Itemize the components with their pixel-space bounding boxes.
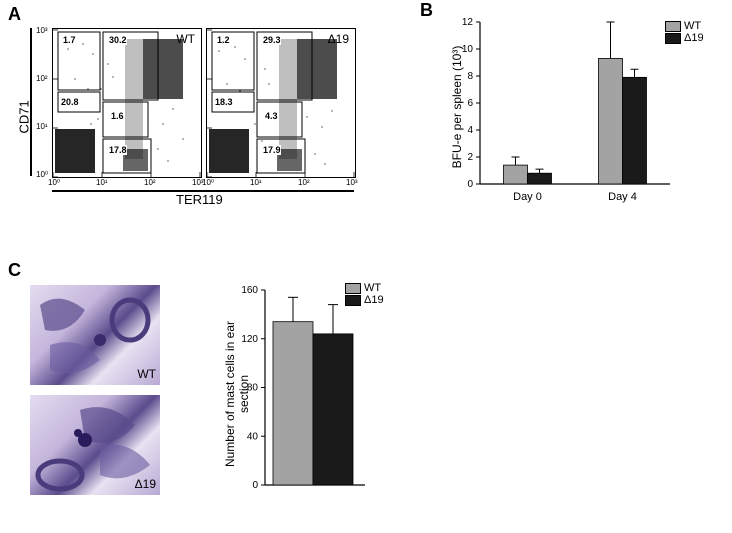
legend-item-d19: Δ19 — [665, 32, 704, 44]
panel-a-label: A — [8, 4, 21, 25]
gate-label: 17.9 — [263, 145, 281, 155]
gate-label: 4.3 — [265, 111, 278, 121]
legend-label: WT — [364, 282, 381, 294]
legend-item-wt: WT — [665, 20, 704, 32]
histology-label-wt: WT — [137, 367, 156, 381]
tick: 10¹ — [250, 178, 262, 187]
legend-item-wt: WT — [345, 282, 384, 294]
panel-a-x-axis: TER119 — [176, 192, 223, 207]
gate-label: 1.6 — [111, 111, 124, 121]
gate-label: 30.2 — [109, 35, 127, 45]
svg-text:8: 8 — [467, 71, 473, 82]
legend-label: Δ19 — [684, 32, 704, 44]
panel-c-y-axis: Number of mast cells in ear section — [223, 304, 251, 484]
panel-b-label: B — [420, 0, 433, 21]
gate-label: 17.8 — [109, 145, 127, 155]
panel-c-label: C — [8, 260, 21, 281]
tick: 10⁰ — [202, 178, 214, 187]
plot-title-wt: WT — [176, 32, 195, 46]
tick: 10⁰ — [48, 178, 60, 187]
legend-label: Δ19 — [364, 294, 384, 306]
axis-line — [52, 190, 354, 192]
svg-text:4: 4 — [467, 125, 473, 136]
tick: 10¹ — [96, 178, 108, 187]
legend-label: WT — [684, 20, 701, 32]
svg-text:Day 0: Day 0 — [513, 191, 542, 203]
gate-label: 18.3 — [215, 97, 233, 107]
gate-label: 1.7 — [63, 35, 76, 45]
axis-line — [30, 28, 32, 176]
legend-item-d19: Δ19 — [345, 294, 384, 306]
svg-text:160: 160 — [241, 285, 258, 296]
scatter-plot-wt: WT 1.7 30.2 20.8 1.6 17.8 — [52, 28, 202, 178]
gate-label: 29.3 — [263, 35, 281, 45]
tick: 10³ — [36, 26, 48, 35]
panel-b-chart: 024681012Day 0Day 4 BFU-e per spleen (10… — [445, 12, 675, 212]
histology-image-wt: WT — [30, 285, 160, 385]
histology-image-d19: Δ19 — [30, 395, 160, 495]
tick: 10⁰ — [36, 170, 48, 179]
gate-label: 20.8 — [61, 97, 79, 107]
tick: 10³ — [346, 178, 358, 187]
tick: 10² — [36, 74, 48, 83]
panel-c-legend: WT Δ19 — [345, 282, 384, 306]
histology-label-d19: Δ19 — [135, 477, 156, 491]
panel-b-y-axis: BFU-e per spleen (10³) — [450, 27, 464, 187]
tick: 10² — [298, 178, 310, 187]
svg-text:Day 4: Day 4 — [608, 191, 637, 203]
svg-text:2: 2 — [467, 152, 473, 163]
panel-c-chart: 04080120160 Number of mast cells in ear … — [225, 280, 405, 500]
svg-text:0: 0 — [252, 480, 258, 491]
tick: 10¹ — [36, 122, 48, 131]
plot-title-d19: Δ19 — [328, 32, 349, 46]
svg-text:0: 0 — [467, 179, 473, 190]
gate-label: 1.2 — [217, 35, 230, 45]
panel-b-legend: WT Δ19 — [665, 20, 704, 44]
scatter-plot-d19: Δ19 1.2 29.3 18.3 4.3 17.9 — [206, 28, 356, 178]
svg-text:6: 6 — [467, 98, 473, 109]
tick: 10² — [144, 178, 156, 187]
